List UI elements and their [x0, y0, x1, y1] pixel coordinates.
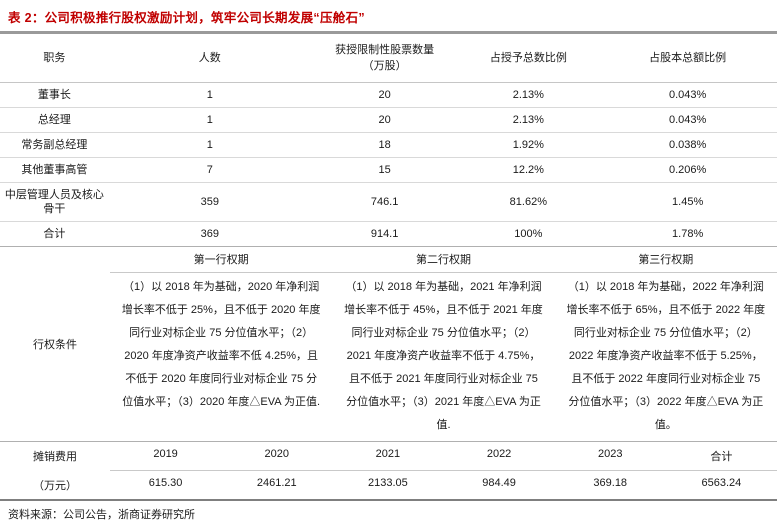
- table-cell: 1.45%: [598, 182, 777, 222]
- table-cell: 1.92%: [458, 132, 599, 158]
- table-cell: 0.038%: [598, 132, 777, 158]
- table-cell: 1: [108, 82, 311, 108]
- exercise-conditions-section: 行权条件 第一行权期 第二行权期 第三行权期 （1）以 2018 年为基础，20…: [0, 247, 777, 441]
- table-cell: 0.206%: [598, 157, 777, 183]
- exercise-period-1-conditions: （1）以 2018 年为基础，2020 年净利润增长率不低于 25%，且不低于 …: [121, 281, 321, 408]
- table-cell: 0.043%: [598, 82, 777, 108]
- table-cell: 746.1: [310, 182, 459, 222]
- column-header-position: 职务: [0, 34, 109, 83]
- amortization-value: 2461.21: [256, 477, 297, 489]
- table-row-chairman: 董事长 1 20 2.13% 0.043%: [0, 82, 777, 108]
- table-cell: 2.13%: [458, 82, 599, 108]
- table-cell: 18: [310, 132, 459, 158]
- table-cell: 常务副总经理: [0, 132, 109, 158]
- table-row-middle-management: 中层管理人员及核心骨干 359 746.1 81.62% 1.45%: [0, 182, 777, 222]
- table-cell: 其他董事高管: [0, 157, 109, 183]
- table-cell: 81.62%: [458, 182, 599, 222]
- table-cell: 2.13%: [458, 107, 599, 133]
- table-cell: 914.1: [310, 221, 459, 247]
- table-cell: 100%: [458, 221, 599, 247]
- table-cell: 15: [310, 157, 459, 183]
- table-cell: 董事长: [0, 82, 109, 108]
- table-cell: 369: [108, 221, 311, 247]
- amortization-value: 984.49: [482, 477, 516, 489]
- exercise-period-1-header: 第一行权期: [110, 247, 333, 273]
- amortization-section: 摊销费用 2019 2020 2021 2022 2023 合计 （万元） 61…: [0, 441, 777, 501]
- report-table-page: 表 2：公司积极推行股权激励计划，筑牢公司长期发展“压舱石” 职务 人数 获授限…: [0, 11, 777, 521]
- amortization-value: 2133.05: [368, 477, 408, 489]
- column-header-shares-line1: 获授限制性股票数量: [335, 44, 435, 56]
- table-cell: 12.2%: [458, 157, 599, 183]
- amortization-year: 2023: [554, 442, 666, 471]
- source-note: 资料来源：公司公告，浙商证券研究所: [8, 509, 195, 521]
- table-cell: 20: [310, 82, 459, 108]
- exercise-period-2-header: 第二行权期: [332, 247, 555, 273]
- table-cell: 中层管理人员及核心骨干: [0, 182, 109, 222]
- grant-table: 职务 人数 获授限制性股票数量 （万股） 占授予总数比例 占股本总额比例 董事长…: [0, 34, 777, 247]
- table-row-total: 合计 369 914.1 100% 1.78%: [0, 221, 777, 247]
- table-row-deputy-gm: 常务副总经理 1 18 1.92% 0.038%: [0, 132, 777, 158]
- amortization-label-line2: （万元）: [33, 480, 77, 492]
- table-cell: 7: [108, 157, 311, 183]
- table-cell: 20: [310, 107, 459, 133]
- column-header-shares: 获授限制性股票数量 （万股）: [310, 34, 459, 83]
- column-header-shares-line2: （万股）: [362, 60, 407, 72]
- table-cell-label: 中层管理人员及核心骨干: [4, 189, 104, 215]
- column-header-headcount: 人数: [108, 34, 311, 83]
- amortization-label-line1: 摊销费用: [33, 451, 77, 463]
- table-title: 表 2：公司积极推行股权激励计划，筑牢公司长期发展“压舱石”: [8, 11, 365, 25]
- table-cell: 1: [108, 132, 311, 158]
- table-cell: 1: [108, 107, 311, 133]
- amortization-year: 2021: [332, 442, 444, 471]
- amortization-value: 615.30: [148, 477, 183, 489]
- table-cell: 359: [108, 182, 311, 222]
- table-cell: 总经理: [0, 107, 109, 133]
- exercise-conditions-label: 行权条件: [33, 339, 77, 351]
- title-divider: [0, 31, 777, 34]
- amortization-value: 369.18: [593, 477, 628, 489]
- amortization-year: 2020: [221, 442, 333, 471]
- table-cell: 0.043%: [598, 107, 777, 133]
- column-header-pct-of-capital: 占股本总额比例: [598, 34, 777, 83]
- table-cell: 1.78%: [598, 221, 777, 247]
- amortization-value-total: 6563.24: [701, 477, 742, 489]
- exercise-period-2-conditions: （1）以 2018 年为基础，2021 年净利润增长率不低于 45%，且不低于 …: [344, 281, 543, 431]
- table-row-general-manager: 总经理 1 20 2.13% 0.043%: [0, 107, 777, 133]
- amortization-year: 2022: [443, 442, 555, 471]
- amortization-year-total: 合计: [665, 442, 777, 471]
- column-header-pct-of-grant: 占授予总数比例: [458, 34, 599, 83]
- grant-table-header-row: 职务 人数 获授限制性股票数量 （万股） 占授予总数比例 占股本总额比例: [0, 34, 777, 83]
- exercise-period-3-header: 第三行权期: [554, 247, 777, 273]
- table-row-other-executives: 其他董事高管 7 15 12.2% 0.206%: [0, 157, 777, 183]
- amortization-year: 2019: [110, 442, 222, 471]
- exercise-period-3-conditions: （1）以 2018 年为基础，2022 年净利润增长率不低于 65%，且不低于 …: [566, 281, 766, 431]
- table-cell: 合计: [0, 221, 109, 247]
